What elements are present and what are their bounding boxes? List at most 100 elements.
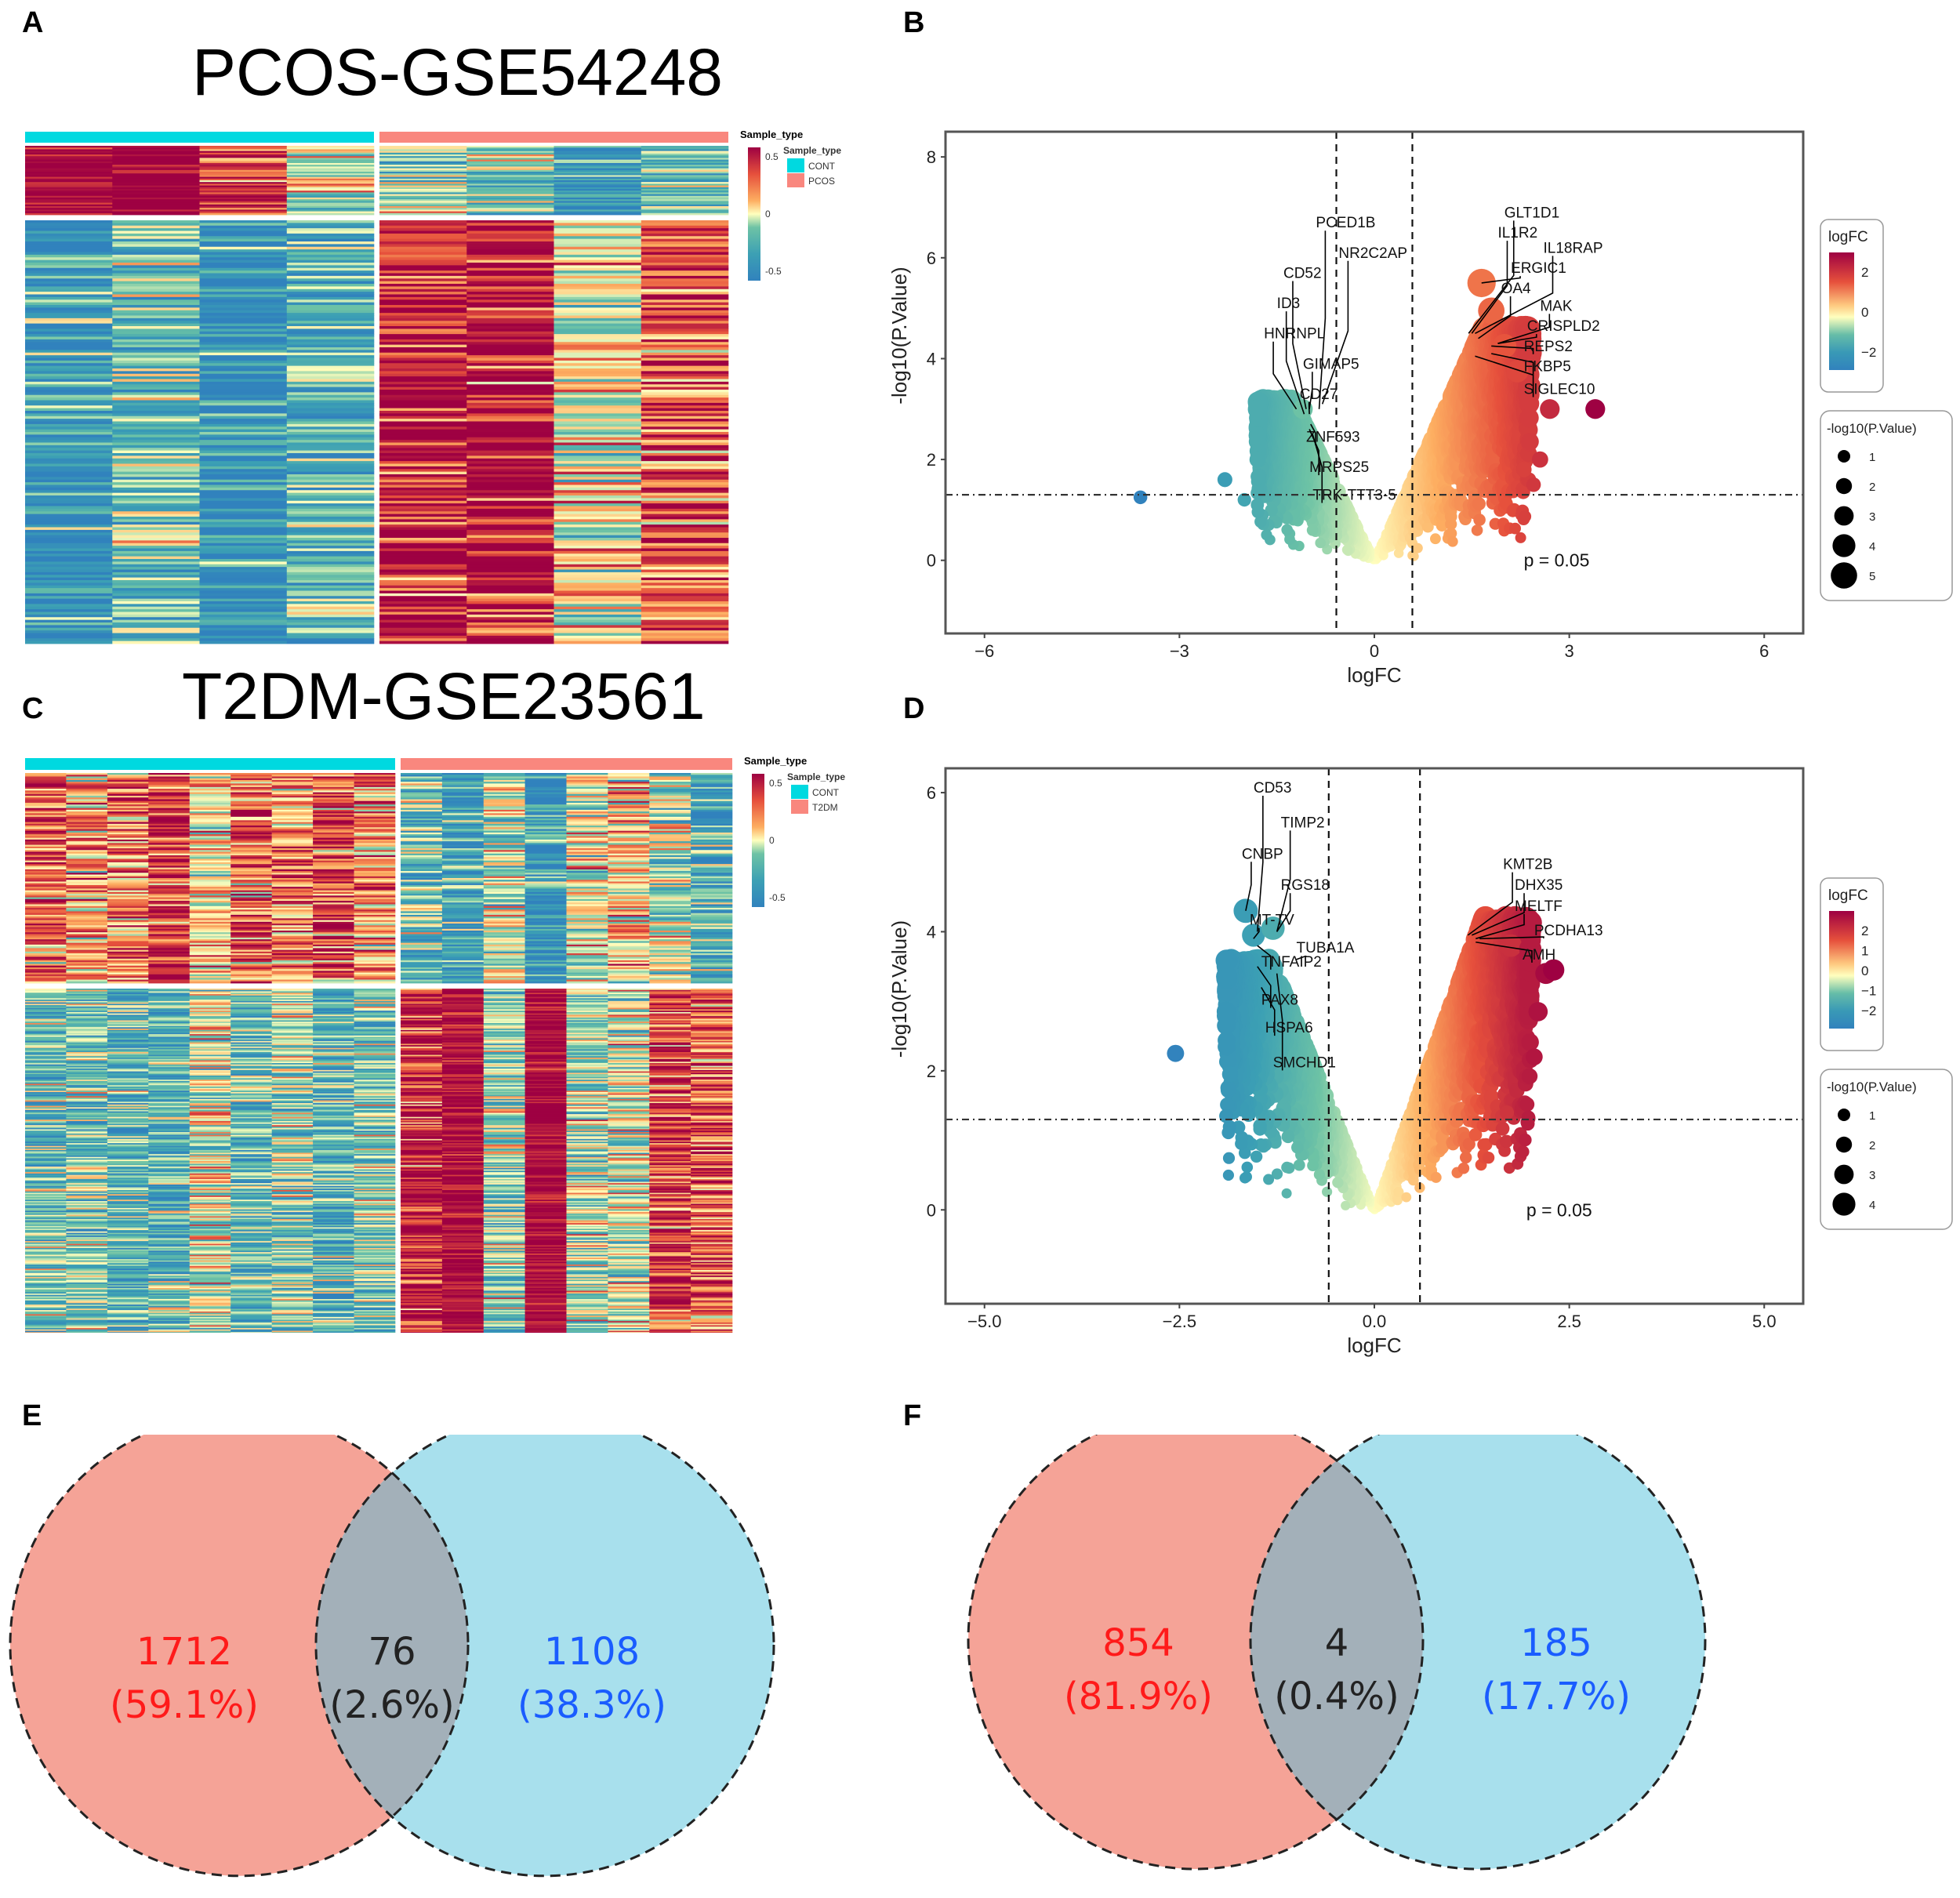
heatmap-cell (189, 1120, 231, 1122)
heatmap-cell (230, 941, 272, 944)
heatmap-cell (466, 328, 554, 332)
heatmap-cell (66, 846, 108, 849)
heatmap-cell (691, 928, 733, 931)
heatmap-cell (25, 920, 67, 923)
heatmap-cell (199, 307, 287, 311)
heatmap-cell (66, 1232, 108, 1235)
heatmap-cell (25, 823, 67, 826)
heatmap-cell (189, 837, 231, 840)
heatmap-cell (107, 1093, 149, 1095)
heatmap-cell (25, 500, 113, 504)
heatmap-cell (286, 419, 375, 422)
heatmap-cell (25, 826, 67, 828)
heatmap-cell (107, 1078, 149, 1080)
heatmap-cell (189, 1207, 231, 1210)
heatmap-cell (354, 891, 396, 895)
heatmap-cell (271, 804, 314, 807)
heatmap-cell (148, 783, 190, 786)
heatmap-cell (25, 1069, 67, 1071)
heatmap-cell (66, 1132, 108, 1134)
heatmap-cell (608, 935, 650, 938)
heatmap-cell (25, 837, 67, 840)
heatmap-cell (189, 1189, 231, 1191)
heatmap-cell (379, 548, 467, 552)
heatmap-cell (25, 1109, 67, 1111)
heatmap-cell (148, 1007, 190, 1010)
heatmap-cell (524, 799, 567, 802)
heatmap-cell (148, 1098, 190, 1101)
heatmap-cell (608, 809, 650, 812)
heatmap-cell (66, 1272, 108, 1275)
heatmap-cell (189, 1196, 231, 1199)
heatmap-cell (401, 797, 443, 800)
heatmap-cell (554, 305, 641, 308)
heatmap-cell (354, 914, 396, 917)
heatmap-cell (148, 1062, 190, 1064)
heatmap-cell (25, 339, 113, 343)
heatmap-cell (148, 978, 190, 980)
heatmap-cell (554, 284, 641, 287)
heatmap-cell (286, 147, 375, 150)
heatmap-cell (379, 318, 467, 321)
heatmap-cell (641, 161, 729, 164)
heatmap-cell (641, 263, 729, 266)
heatmap-cell (379, 334, 467, 337)
heatmap-cell (107, 1322, 149, 1325)
heatmap-cell (112, 195, 200, 198)
heatmap-cell (107, 1098, 149, 1100)
heatmap-cell (483, 853, 525, 856)
heatmap-cell (112, 315, 200, 319)
heatmap-cell (649, 927, 691, 930)
heatmap-cell (286, 635, 375, 639)
heatmap-cell (641, 397, 729, 401)
heatmap-cell (66, 1109, 108, 1112)
heatmap-cell (112, 421, 200, 425)
heatmap-cell (354, 976, 396, 978)
heatmap-cell (25, 994, 67, 996)
heatmap-cell (25, 630, 113, 633)
heatmap-cell (379, 236, 467, 240)
heatmap-cell (107, 1000, 149, 1002)
heatmap-cell (691, 823, 733, 826)
heatmap-cell (66, 1009, 108, 1011)
heatmap-cell (641, 564, 729, 568)
heatmap-cell (148, 1227, 190, 1229)
heatmap-cell (466, 191, 554, 193)
heatmap-cell (691, 897, 733, 900)
heatmap-cell (107, 1141, 149, 1144)
heatmap-cell (199, 397, 287, 401)
heatmap-cell (401, 806, 443, 809)
heatmap-cell (649, 857, 691, 859)
heatmap-cell (313, 956, 354, 960)
heatmap-cell (354, 829, 396, 832)
heatmap-cell (649, 850, 691, 852)
heatmap-cell (66, 1032, 108, 1035)
heatmap-cell (554, 195, 641, 198)
heatmap-cell (466, 165, 554, 167)
heatmap-cell (566, 944, 608, 947)
heatmap-cell (148, 1276, 190, 1279)
heatmap-cell (25, 1311, 67, 1313)
heatmap-cell (554, 156, 641, 158)
heatmap-cell (189, 1056, 231, 1058)
heatmap-cell (441, 951, 485, 954)
heatmap-cell (25, 1290, 67, 1293)
heatmap-cell (66, 1098, 108, 1101)
heatmap-cell (441, 839, 485, 842)
heatmap-cell (554, 580, 641, 583)
heatmap-cell (112, 585, 200, 589)
heatmap-cell (649, 909, 691, 912)
heatmap-cell (25, 437, 113, 441)
heatmap-cell (189, 1072, 231, 1075)
heatmap-cell (483, 836, 525, 839)
heatmap-cell (107, 1327, 149, 1330)
heatmap-cell (286, 259, 375, 263)
heatmap-cell (441, 902, 485, 905)
heatmap-cell (608, 829, 650, 832)
heatmap-cell (66, 924, 108, 926)
heatmap-cell (466, 230, 554, 234)
heatmap-cell (286, 146, 375, 148)
heatmap-cell (112, 363, 200, 367)
heatmap-cell (25, 1234, 67, 1236)
heatmap-cell (401, 920, 443, 923)
